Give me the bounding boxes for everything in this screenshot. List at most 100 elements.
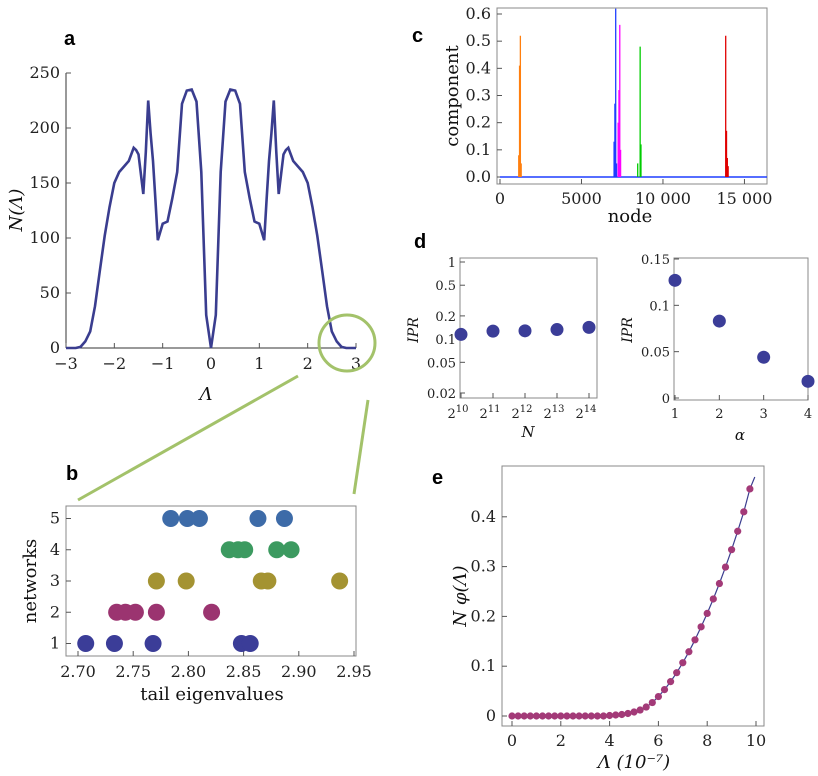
density-point xyxy=(630,708,638,716)
y-tick-label: 0.2 xyxy=(471,606,496,625)
ipr-vs-alpha-point xyxy=(801,374,815,388)
density-point xyxy=(642,703,650,711)
density-point xyxy=(715,579,724,588)
x-tick-label: 2 xyxy=(556,731,566,750)
density-point xyxy=(685,648,693,656)
x-tick-label: 210 xyxy=(447,404,468,422)
x-tick-label: 211 xyxy=(479,404,500,422)
y-tick-label: 1 xyxy=(50,634,60,653)
ipr-vs-size-point xyxy=(582,320,596,334)
density-point xyxy=(648,698,656,707)
y-tick-label: 0 xyxy=(50,338,60,357)
x-tick-label: 4 xyxy=(804,407,812,422)
density-point xyxy=(545,712,553,720)
density-point xyxy=(563,712,571,720)
x-tick-label: 0 xyxy=(206,354,216,373)
panel-e-frame xyxy=(501,465,765,727)
x-tick-label: 0 xyxy=(495,189,505,208)
panel-b-xlabel: tail eigenvalues xyxy=(140,684,284,705)
y-tick-label: 250 xyxy=(29,63,60,82)
panel-d-label: d xyxy=(414,231,426,253)
density-point xyxy=(624,709,632,718)
density-point xyxy=(746,485,754,493)
x-tick-label: 6 xyxy=(653,731,663,750)
x-tick-label: 2.70 xyxy=(60,662,96,681)
x-tick-label: 0 xyxy=(507,731,517,750)
x-tick-label: 2.85 xyxy=(226,662,262,681)
ipr-vs-alpha-point xyxy=(712,314,726,328)
panel-a-xlabel: Λ xyxy=(198,384,213,405)
density-point xyxy=(636,706,644,714)
network-2-eigenvalue-point xyxy=(203,603,221,621)
network-5-eigenvalue-point xyxy=(275,510,293,527)
x-tick-label: 8 xyxy=(702,731,712,750)
density-point xyxy=(612,711,620,719)
panel-a-label: a xyxy=(64,28,76,50)
density-point xyxy=(673,669,681,677)
density-point xyxy=(599,712,608,720)
panel-c-xlabel: node xyxy=(608,206,653,227)
density-point xyxy=(606,711,614,720)
network-3-eigenvalue-point xyxy=(259,572,277,590)
x-tick-label: 1 xyxy=(254,354,264,373)
x-tick-label: −2 xyxy=(103,354,127,373)
network-5-eigenvalue-point xyxy=(190,510,208,527)
y-tick-label: 0.15 xyxy=(641,253,670,268)
panel-b: b 2.70 2.75 2.80 2.85 2.90 2.95 1 2 3 4 5 tail ei… xyxy=(20,463,372,705)
network-1-eigenvalue-point xyxy=(241,635,259,652)
x-tick-label: 4 xyxy=(605,731,615,750)
y-tick-label: 0.1 xyxy=(649,299,670,314)
ipr-vs-size-point xyxy=(486,324,500,338)
y-tick-label: 0.0 xyxy=(466,167,491,186)
density-point xyxy=(581,712,589,720)
panel-b-label: b xyxy=(66,463,78,485)
density-point xyxy=(697,623,705,631)
panel-d-right: 1 2 3 4 0 0.05 0.1 0.15 α IPR xyxy=(620,253,815,444)
ipr-vs-size-point xyxy=(518,324,532,338)
y-tick-label: 0.2 xyxy=(466,113,491,132)
panel-a-ylabel: N(Λ) xyxy=(6,189,27,233)
y-tick-label: 0.4 xyxy=(471,507,496,526)
panel-d-left-ylabel: IPR xyxy=(406,317,422,344)
density-point xyxy=(660,686,669,694)
x-tick-label: −1 xyxy=(151,354,175,373)
y-tick-label: 1 xyxy=(448,256,456,271)
x-tick-label: 2.80 xyxy=(171,662,207,681)
panel-a-density-line xyxy=(66,87,356,350)
x-tick-label: 212 xyxy=(511,404,532,422)
y-tick-label: 0.3 xyxy=(471,557,496,576)
x-tick-label: 2.90 xyxy=(281,662,317,681)
y-tick-label: 150 xyxy=(29,173,60,192)
y-tick-label: 0.1 xyxy=(435,333,456,348)
network-5-eigenvalue-point xyxy=(178,510,196,527)
density-point xyxy=(520,712,528,720)
panel-c: c 0 5000 10 000 15 000 0.0 0.1 0.2 0.3 0.4 0.5 0.… xyxy=(412,4,772,227)
density-point xyxy=(575,712,583,720)
y-tick-label: 0 xyxy=(662,392,670,407)
y-tick-label: 0.1 xyxy=(471,656,496,675)
y-tick-label: 200 xyxy=(29,118,60,137)
ipr-vs-size-point xyxy=(550,323,564,337)
y-tick-label: 0.4 xyxy=(466,58,491,77)
density-point xyxy=(557,712,565,720)
x-tick-label: 3 xyxy=(760,407,768,422)
panel-d-left-frame xyxy=(459,257,598,399)
density-point xyxy=(679,659,687,667)
density-point xyxy=(514,712,522,720)
panel-b-ylabel: networks xyxy=(20,539,41,623)
y-tick-label: 0 xyxy=(486,706,496,725)
network-3-eigenvalue-point xyxy=(331,572,349,590)
density-point xyxy=(721,563,730,571)
x-tick-label: 15 000 xyxy=(716,189,772,208)
density-point xyxy=(654,692,663,701)
x-tick-label: 1 xyxy=(671,407,679,422)
panel-b-frame xyxy=(65,505,357,657)
panel-d-left: d 210 211 212 213 214 0.02 0.05 0.1 0.2 0.5 1 N I… xyxy=(406,231,598,441)
network-1-eigenvalue-point xyxy=(105,635,123,652)
density-point xyxy=(551,712,559,720)
density-point xyxy=(587,712,595,720)
density-point xyxy=(618,710,626,719)
panel-e-ylabel: N φ(Λ) xyxy=(450,565,471,627)
x-tick-label: 2 xyxy=(303,354,313,373)
